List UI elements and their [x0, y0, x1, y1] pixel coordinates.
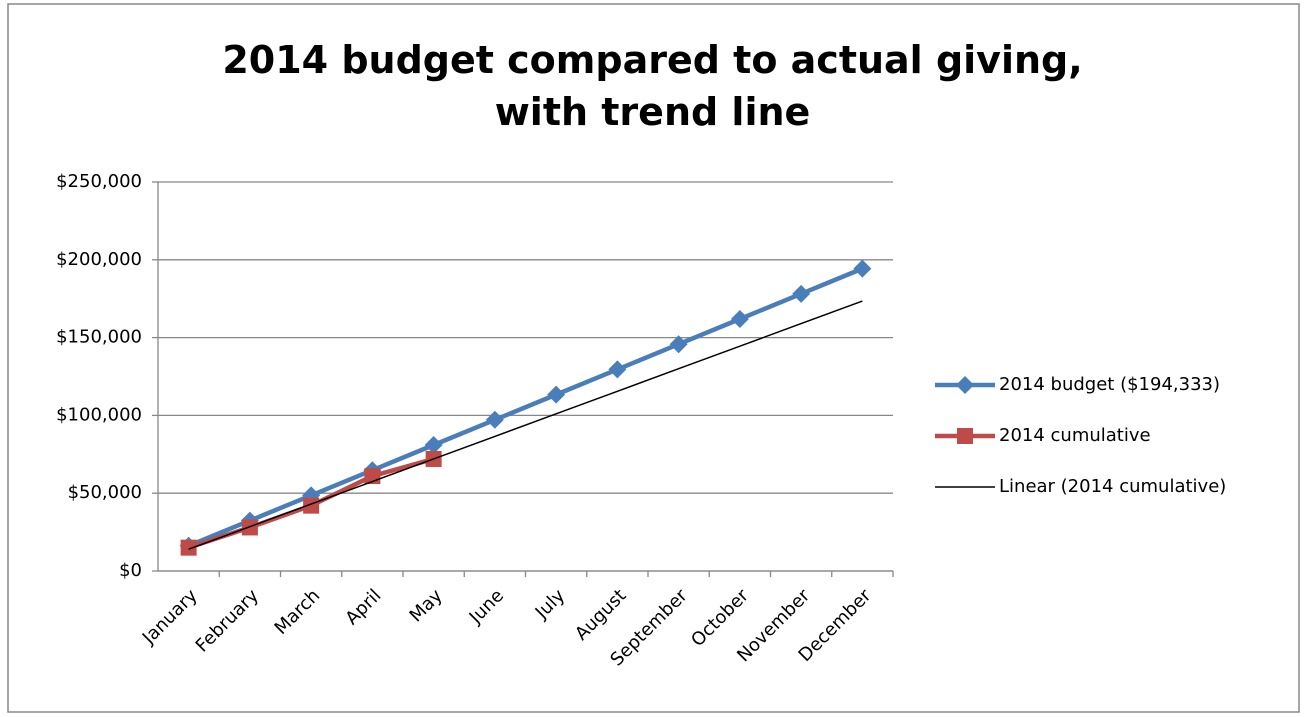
legend-marker: [957, 428, 973, 444]
point: [608, 360, 627, 379]
y-tick-label: $200,000: [56, 249, 142, 270]
y-tick-label: $250,000: [56, 171, 142, 192]
point: [730, 310, 749, 329]
y-tick-label: $150,000: [56, 327, 142, 348]
legend-label: Linear (2014 cumulative): [999, 476, 1226, 497]
y-tick-label: $100,000: [56, 404, 142, 425]
series-line: [188, 300, 863, 550]
point: [792, 284, 811, 303]
point: [669, 335, 688, 354]
legend-label: 2014 budget ($194,333): [999, 374, 1220, 395]
chart-title: 2014 budget compared to actual giving, w…: [222, 38, 1083, 134]
point: [424, 436, 443, 455]
point: [180, 539, 197, 556]
legend-marker: [956, 376, 974, 394]
chart-border: [7, 3, 1300, 713]
legend-label: 2014 cumulative: [999, 425, 1151, 446]
point: [485, 410, 504, 429]
y-tick-label: $50,000: [68, 482, 142, 503]
series-line: [187, 266, 864, 548]
point: [547, 385, 566, 404]
point: [303, 497, 320, 514]
point: [853, 259, 872, 278]
y-tick-label: $0: [119, 560, 142, 581]
